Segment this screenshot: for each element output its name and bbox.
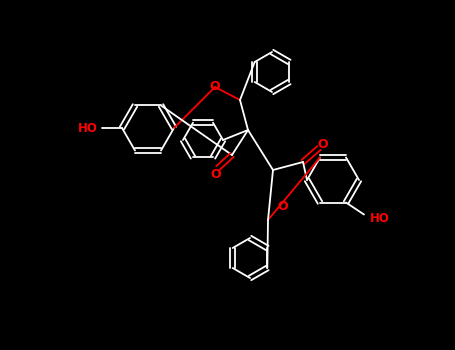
Text: O: O bbox=[278, 199, 288, 212]
Text: O: O bbox=[211, 168, 221, 181]
Text: O: O bbox=[318, 138, 329, 150]
Text: HO: HO bbox=[78, 121, 98, 134]
Text: HO: HO bbox=[370, 212, 390, 225]
Text: O: O bbox=[210, 80, 220, 93]
